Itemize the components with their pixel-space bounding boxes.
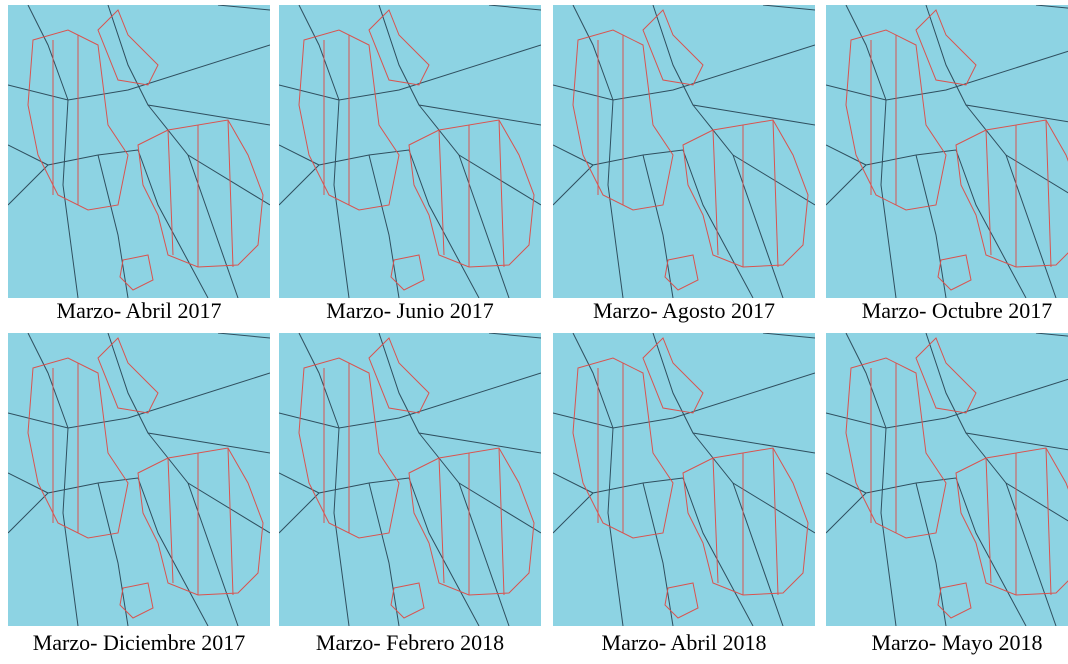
voronoi-map [8, 333, 270, 626]
voronoi-map [553, 5, 815, 298]
voronoi-map [8, 5, 270, 298]
caption: Marzo- Octubre 2017 [821, 298, 1068, 324]
voronoi-map [826, 5, 1068, 298]
caption: Marzo- Junio 2017 [274, 298, 546, 324]
voronoi-map [279, 333, 541, 626]
voronoi-map [553, 333, 815, 626]
page: Marzo- Abril 2017Marzo- Junio 2017Marzo-… [0, 0, 1068, 664]
voronoi-map [826, 333, 1068, 626]
caption: Marzo- Abril 2018 [548, 630, 820, 656]
caption: Marzo- Febrero 2018 [274, 630, 546, 656]
caption: Marzo- Abril 2017 [3, 298, 275, 324]
caption: Marzo- Mayo 2018 [821, 630, 1068, 656]
caption: Marzo- Agosto 2017 [548, 298, 820, 324]
voronoi-map [279, 5, 541, 298]
caption: Marzo- Diciembre 2017 [3, 630, 275, 656]
